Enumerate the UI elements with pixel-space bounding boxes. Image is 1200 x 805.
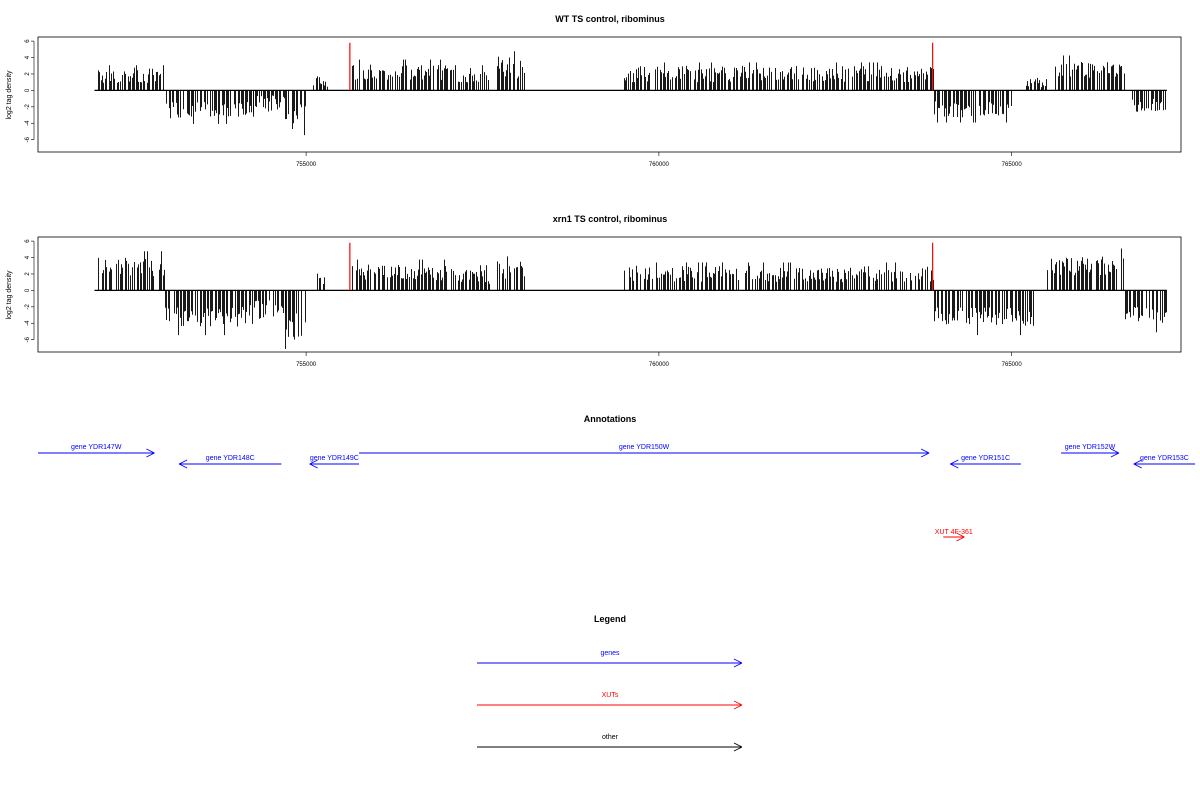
annotation-arrowhead <box>956 536 965 542</box>
annotation-arrowhead <box>178 459 188 465</box>
annotation-feature: gene YDR149C <box>309 455 360 469</box>
annotation-arrowhead <box>178 463 188 469</box>
xrn1-y-tick-label: 4 <box>25 255 31 259</box>
annotation-feature: gene YDR150W <box>359 444 930 458</box>
xrn1-coverage-bars <box>94 242 1167 350</box>
wt-plot-frame <box>37 36 1182 153</box>
xrn1-y-axis: -6 -4 -2 0 2 4 6 <box>25 239 35 342</box>
wt-y-tick-label: 2 <box>25 72 31 76</box>
annotation-label: gene YDR148C <box>206 455 255 462</box>
xrn1-x-axis: 755000 760000 765000 <box>296 352 1022 368</box>
legend-arrowhead <box>733 704 743 710</box>
legend-title: Legend <box>594 614 626 624</box>
wt-y-tick-label: -6 <box>25 136 31 142</box>
xrn1-panel-title: xrn1 TS control, ribominus <box>553 214 668 224</box>
wt-y-tick-label: 4 <box>25 55 31 59</box>
wt-y-axis-label: log2 tag density <box>6 70 13 120</box>
annotation-arrowhead <box>956 532 965 538</box>
annotation-feature: gene YDR152W <box>1061 444 1120 458</box>
xrn1-y-tick-label: 2 <box>25 272 31 276</box>
legend: Legend genes XUTs other <box>477 614 743 752</box>
legend-arrowhead <box>733 662 743 668</box>
annotation-arrowhead <box>950 463 959 469</box>
legend-entries: genes XUTs other <box>477 650 743 752</box>
annotation-label: gene YDR150W <box>619 444 670 451</box>
legend-arrowhead <box>733 742 743 748</box>
annotations-title: Annotations <box>584 414 637 424</box>
legend-arrowhead <box>733 700 743 706</box>
annotation-arrowhead <box>1110 452 1120 458</box>
legend-arrowhead <box>733 658 743 664</box>
annotation-arrowhead <box>309 459 318 465</box>
annotation-arrowhead <box>1110 448 1120 454</box>
xrn1-y-tick-label: -4 <box>25 320 31 326</box>
wt-x-tick-label: 760000 <box>649 162 670 168</box>
annotation-features: gene YDR147W gene YDR148C gene YDR149C gene… <box>38 444 1196 542</box>
legend-entry: XUTs <box>477 692 743 710</box>
annotation-label: gene YDR153C <box>1140 455 1189 462</box>
annotation-arrowhead <box>920 448 930 454</box>
annotation-arrowhead <box>1133 459 1142 465</box>
xrn1-y-tick-label: -6 <box>25 336 31 342</box>
wt-y-tick-label: -2 <box>25 103 31 109</box>
xrn1-x-tick-label: 760000 <box>649 362 670 368</box>
wt-x-tick-label: 765000 <box>1002 162 1023 168</box>
legend-label: genes <box>600 650 620 657</box>
legend-arrowhead <box>733 746 743 752</box>
legend-entry: genes <box>477 650 743 668</box>
xrn1-coverage-panel: xrn1 TS control, ribominus log2 tag dens… <box>6 214 1182 368</box>
xrn1-plot-frame <box>37 236 1182 353</box>
legend-label: XUTs <box>602 692 619 699</box>
annotation-label: gene YDR151C <box>961 455 1010 462</box>
annotation-arrowhead <box>146 448 155 454</box>
wt-panel-title: WT TS control, ribominus <box>555 14 665 24</box>
wt-y-axis: -6 -4 -2 0 2 4 6 <box>25 39 35 142</box>
wt-x-axis: 755000 760000 765000 <box>296 152 1022 168</box>
annotation-arrowhead <box>1133 463 1142 469</box>
annotation-feature: XUT 4F-361 <box>935 529 973 542</box>
xrn1-y-tick-label: 6 <box>25 239 31 243</box>
wt-coverage-bars <box>94 42 1167 136</box>
annotation-arrowhead <box>950 459 959 465</box>
annotation-feature: gene YDR147W <box>38 444 155 458</box>
wt-x-tick-label: 755000 <box>296 162 317 168</box>
wt-y-tick-label: 0 <box>25 88 31 92</box>
xrn1-y-tick-label: 0 <box>25 288 31 292</box>
legend-entry: other <box>477 734 743 752</box>
xrn1-y-tick-label: -2 <box>25 303 31 309</box>
wt-coverage-panel: WT TS control, ribominus log2 tag densit… <box>6 14 1182 168</box>
annotation-label: gene YDR147W <box>71 444 122 451</box>
legend-label: other <box>602 734 619 741</box>
annotation-arrowhead <box>920 452 930 458</box>
wt-y-tick-label: 6 <box>25 39 31 43</box>
annotation-label: gene YDR152W <box>1065 444 1116 451</box>
annotation-feature: gene YDR148C <box>178 455 282 469</box>
xrn1-x-tick-label: 755000 <box>296 362 317 368</box>
xrn1-y-axis-label: log2 tag density <box>6 270 13 320</box>
annotation-arrowhead <box>309 463 318 469</box>
wt-y-tick-label: -4 <box>25 120 31 126</box>
annotation-feature: gene YDR151C <box>950 455 1021 469</box>
xrn1-x-tick-label: 765000 <box>1002 362 1023 368</box>
annotation-arrowhead <box>146 452 155 458</box>
annotation-label: gene YDR149C <box>310 455 359 462</box>
annotation-label: XUT 4F-361 <box>935 529 973 536</box>
annotation-feature: gene YDR153C <box>1133 455 1196 469</box>
